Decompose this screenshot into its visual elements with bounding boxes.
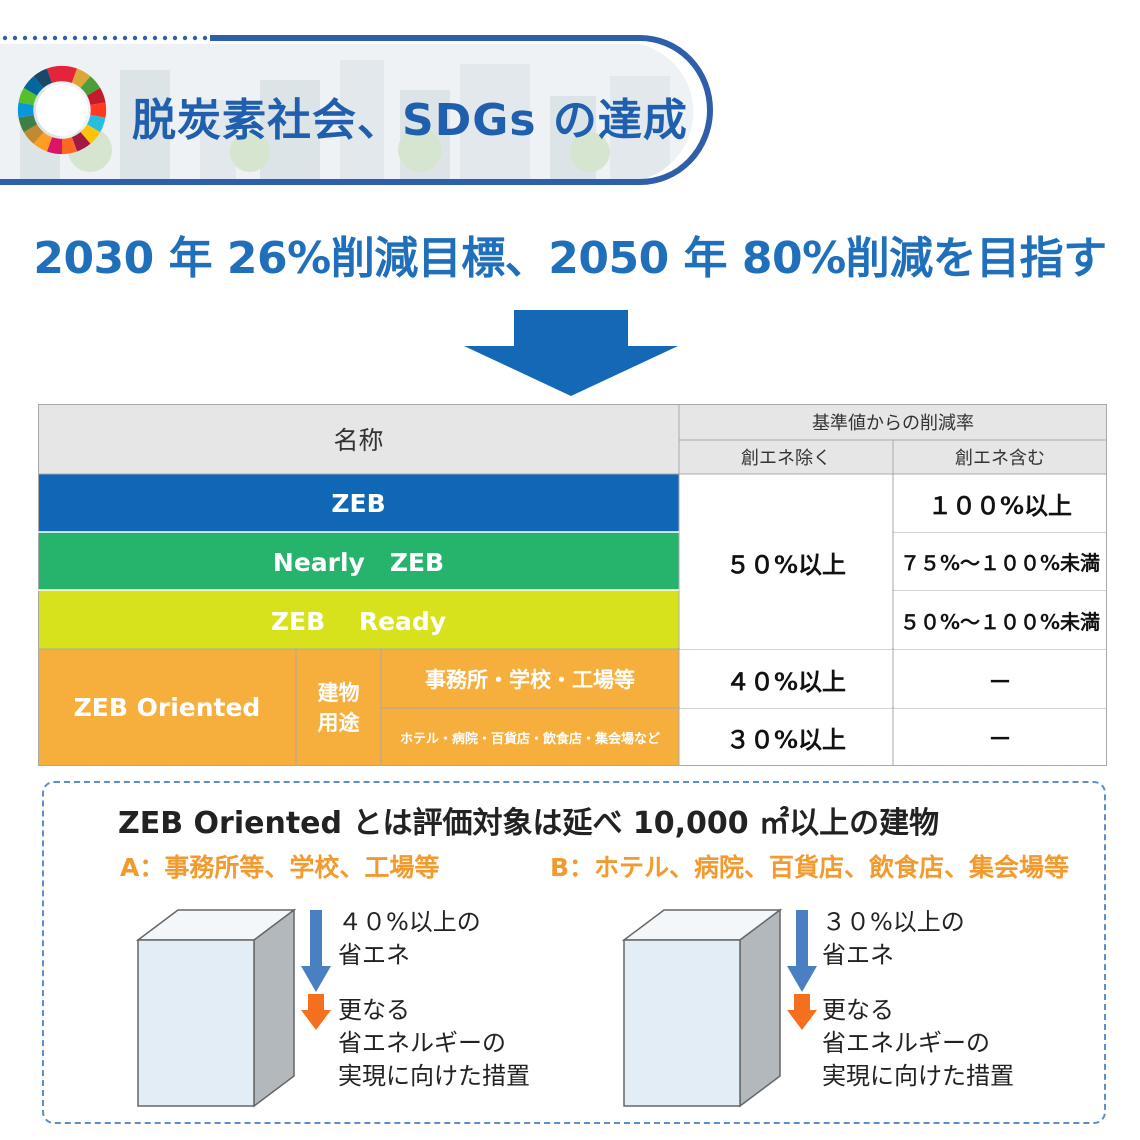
incl-nearly-cell: ７５%～１００%未満 <box>894 533 1106 590</box>
header-excl-cell: 創エネ除く <box>741 448 831 469</box>
b-step2-line1: 更なる <box>822 996 894 1024</box>
city-backdrop <box>0 44 694 180</box>
header-name-cell: 名称 <box>333 426 384 455</box>
oriented-explanation-box <box>42 781 1106 1124</box>
a-step2-line2: 省エネルギーの <box>338 1029 506 1057</box>
building-use-line1: 建物 <box>317 680 360 705</box>
use-b-cell: ホテル・病院・百貨店・飲食店・集会場など <box>399 731 660 747</box>
header-background <box>0 35 713 185</box>
header-incl-cell: 創エネ含む <box>955 448 1045 469</box>
incl-a-cell: － <box>894 650 1106 708</box>
excl-30-cell: ３０%以上 <box>680 709 892 765</box>
a-step1-text: ４０%以上の 省エネ <box>338 906 481 972</box>
orange-down-arrow-b-icon <box>787 994 817 1030</box>
incl-b-cell: － <box>894 709 1106 765</box>
sdg-wheel-icon <box>17 65 107 155</box>
incl-ready-cell: ５０%～１００%未満 <box>894 591 1106 649</box>
building-use-line2: 用途 <box>317 710 360 735</box>
category-a-label: A：事務所等、学校、工場等 <box>120 853 440 882</box>
orange-down-arrow-a-icon <box>301 994 331 1030</box>
building-cube-a-icon <box>136 908 296 1108</box>
b-step1-line1: ３０%以上の <box>822 908 965 936</box>
blue-down-arrow-a-icon <box>301 910 331 992</box>
row-nearly-zeb-label: Nearly ZEB <box>272 548 445 577</box>
a-step2-text: 更なる 省エネルギーの 実現に向けた措置 <box>338 994 530 1093</box>
use-a-cell: 事務所・学校・工場等 <box>425 667 635 692</box>
dotted-line <box>2 35 208 41</box>
b-step2-line3: 実現に向けた措置 <box>822 1062 1014 1090</box>
zeb-table: 名称 基準値からの削減率 創エネ除く 創エネ含む ZEB Nearly ZEB … <box>38 404 1107 766</box>
a-step1-line1: ４０%以上の <box>338 908 481 936</box>
excl-50-cell: ５０%以上 <box>680 475 892 649</box>
b-step1-line2: 省エネ <box>822 941 894 969</box>
a-step1-line2: 省エネ <box>338 941 410 969</box>
row-zeb-label: ZEB <box>331 488 386 518</box>
banner-outline <box>0 35 713 185</box>
down-arrow-icon <box>464 310 678 396</box>
a-step2-line1: 更なる <box>338 996 410 1024</box>
row-zeb-oriented-label: ZEB Oriented <box>73 693 261 722</box>
excl-40-cell: ４０%以上 <box>680 650 892 708</box>
b-step2-line2: 省エネルギーの <box>822 1029 990 1057</box>
incl-zeb-cell: １００%以上 <box>894 475 1106 532</box>
oriented-title: ZEB Oriented とは評価対象は延べ 10,000 ㎡以上の建物 <box>118 806 940 841</box>
header-banner: 脱炭素社会、SDGs の達成 <box>0 0 1140 190</box>
table-grid <box>38 404 1107 766</box>
building-cube-b-icon <box>622 908 782 1108</box>
a-step2-line3: 実現に向けた措置 <box>338 1062 530 1090</box>
header-rate-cell: 基準値からの削減率 <box>812 413 974 434</box>
building-use-label: 建物 用途 <box>296 649 381 766</box>
header-title: 脱炭素社会、SDGs の達成 <box>132 95 688 146</box>
b-step2-text: 更なる 省エネルギーの 実現に向けた措置 <box>822 994 1014 1093</box>
row-zeb-ready-label: ZEB Ready <box>270 606 447 636</box>
category-b-label: B：ホテル、病院、百貨店、飲食店、集会場等 <box>550 853 1070 882</box>
b-step1-text: ３０%以上の 省エネ <box>822 906 965 972</box>
goal-statement: 2030 年 26%削減目標、2050 年 80%削減を目指す <box>33 233 1107 284</box>
blue-down-arrow-b-icon <box>787 910 817 992</box>
